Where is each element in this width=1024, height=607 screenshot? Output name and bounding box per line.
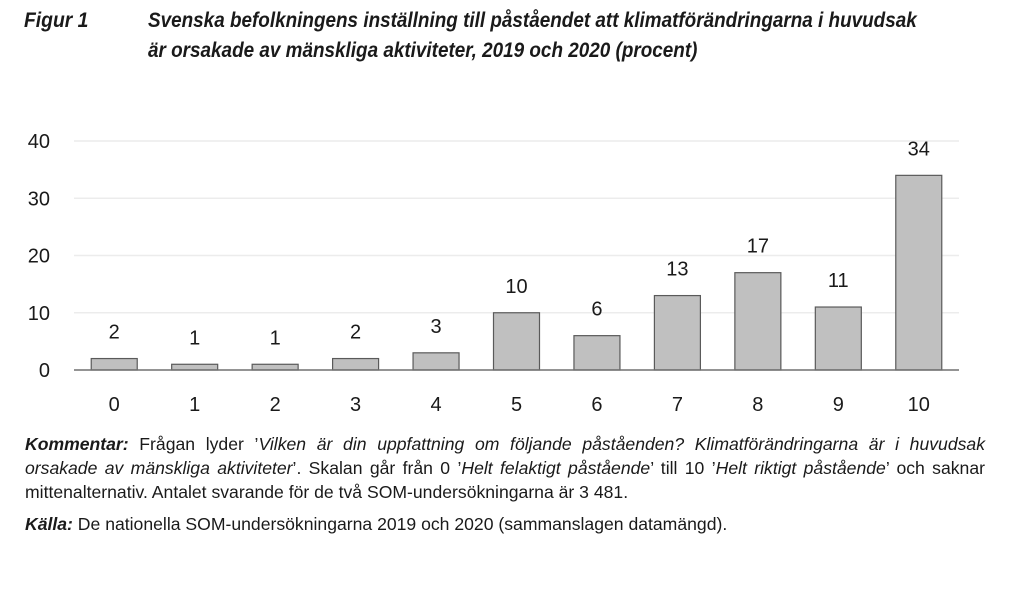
comment-part: ’. Skalan går från 0 ’: [292, 458, 462, 479]
x-tick-label: 0: [109, 394, 120, 416]
comment-part: Helt riktigt påstående: [715, 458, 886, 479]
bar: [412, 352, 460, 371]
y-tick-label: 0: [39, 360, 50, 382]
figure-title: Svenska befolkningens inställning till p…: [148, 9, 917, 62]
comment-text: Frågan lyder ’Vilken är din uppfattning …: [25, 434, 985, 502]
bar: [895, 174, 943, 371]
bar: [573, 335, 621, 371]
y-tick-label: 40: [28, 131, 50, 153]
bar: [331, 357, 380, 371]
x-tick-label: 5: [511, 394, 522, 416]
x-tick-label: 9: [833, 394, 844, 416]
data-label: 13: [666, 259, 688, 281]
x-tick-label: 8: [752, 394, 763, 416]
figure-label: Figur 1: [24, 9, 89, 32]
x-tick-label: 3: [350, 394, 361, 416]
bar: [492, 312, 541, 371]
figure-notes: Kommentar: Frågan lyder ’Vilken är din u…: [25, 432, 985, 536]
data-label: 10: [505, 276, 527, 298]
source-label: Källa:: [25, 513, 73, 534]
source-paragraph: Källa: De nationella SOM-undersökningarn…: [25, 512, 985, 536]
data-label: 17: [747, 236, 769, 258]
bar: [171, 363, 219, 371]
y-tick-label: 10: [28, 303, 50, 325]
data-label: 1: [189, 327, 200, 349]
x-tick-label: 7: [672, 394, 683, 416]
x-tick-label: 1: [189, 394, 200, 416]
comment-part: Helt felaktigt påstående: [461, 458, 651, 479]
x-tick-label: 4: [430, 394, 441, 416]
data-label: 34: [908, 138, 930, 160]
data-label: 2: [350, 322, 361, 344]
comment-label: Kommentar:: [25, 434, 129, 454]
data-label: 11: [828, 270, 849, 292]
data-label: 2: [109, 322, 120, 344]
data-label: 1: [270, 327, 281, 349]
bar: [90, 357, 138, 371]
y-tick-label: 20: [28, 246, 50, 268]
comment-part: Frågan lyder ’: [128, 434, 259, 454]
y-axis-tick-labels: 0 10 20 30 40: [28, 131, 50, 382]
comment-part: ’ till 10 ’: [650, 458, 716, 479]
comment-paragraph: Kommentar: Frågan lyder ’Vilken är din u…: [25, 432, 985, 505]
x-tick-label: 2: [270, 394, 281, 416]
x-tick-label: 6: [591, 394, 602, 416]
data-label: 3: [430, 316, 441, 338]
source-text: De nationella SOM-undersökningarna 2019 …: [72, 513, 728, 534]
comment-part: Vilken är din uppfattning om följande på…: [25, 434, 985, 479]
bar: [251, 363, 299, 371]
x-axis-tick-labels: 0 1 2 3 4 5 6 7 8 9 10: [109, 394, 930, 416]
data-label: 6: [591, 299, 602, 321]
bar: [653, 294, 702, 371]
y-tick-label: 30: [28, 188, 50, 210]
bars: [90, 174, 943, 371]
bar: [814, 306, 862, 371]
x-tick-label: 10: [908, 394, 930, 416]
bar: [734, 272, 782, 371]
comment-part: ’ och saknar mittenalternativ. Antalet s…: [25, 458, 985, 503]
